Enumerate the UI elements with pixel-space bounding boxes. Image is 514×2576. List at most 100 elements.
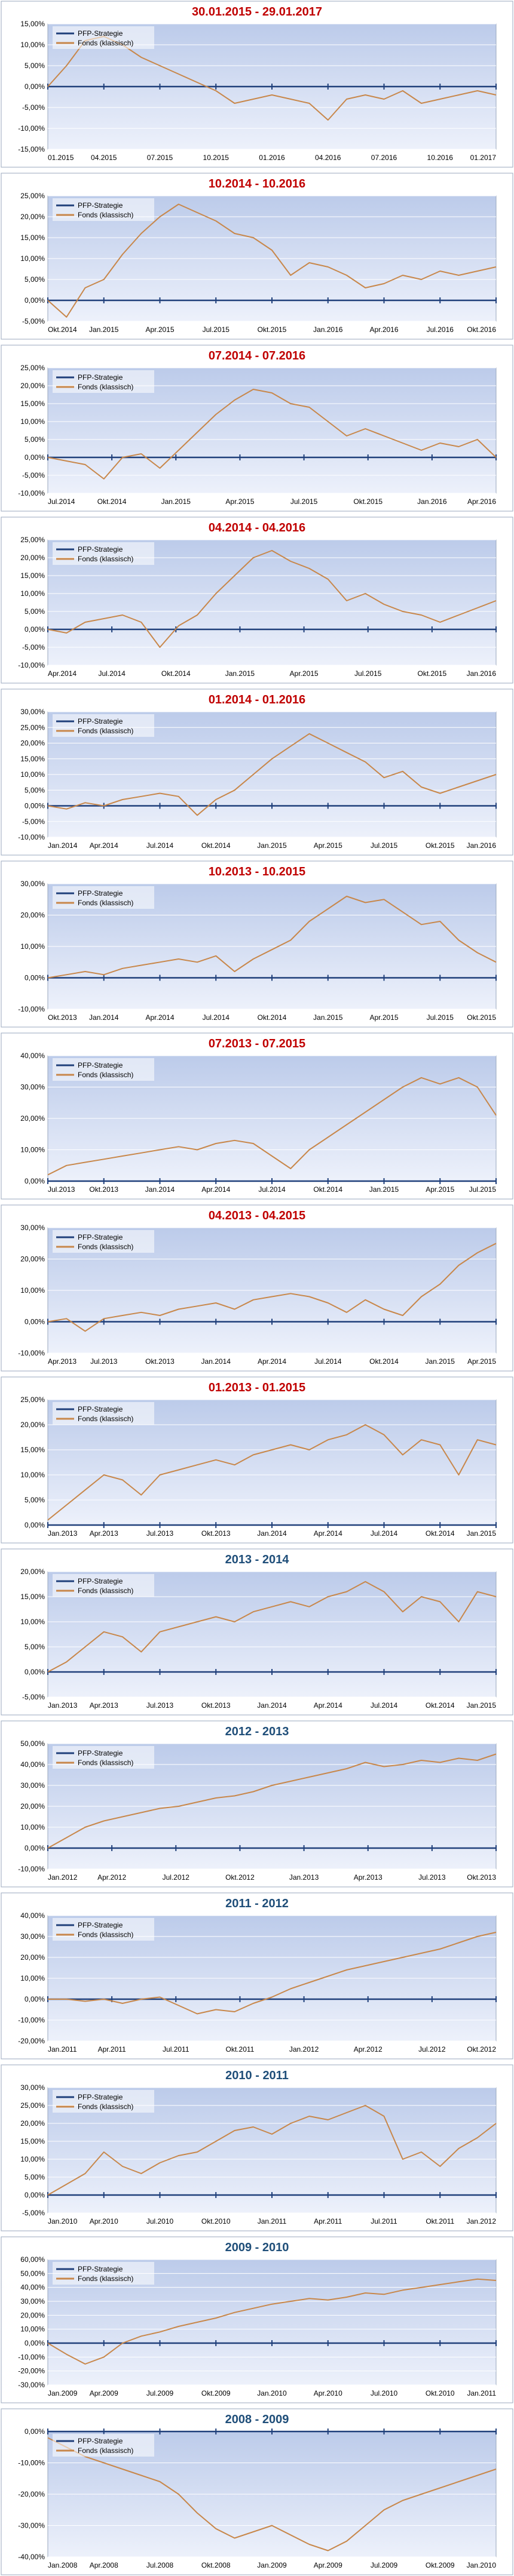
y-tick-label: 5,00% <box>25 1496 45 1504</box>
x-tick-label: Jul.2015 <box>290 497 318 506</box>
x-tick-label: Jan.2015 <box>225 669 255 678</box>
x-tick-label: Apr.2014 <box>48 669 77 678</box>
y-tick-label: 50,00% <box>20 2269 45 2277</box>
legend-box <box>53 2434 154 2457</box>
y-tick-label: 25,00% <box>20 2101 45 2110</box>
x-tick-label: Okt.2012 <box>467 2045 496 2054</box>
y-tick-label: 10,00% <box>20 1823 45 1831</box>
y-tick-label: 0,00% <box>25 2427 45 2436</box>
chart-svg: 07.2014 - 07.2016 25,00% 20,00% 15,00% 10,00… <box>1 345 513 512</box>
chart-panel: 2011 - 2012 40,00% 30,00% 20,00% 10,00% 0,00%… <box>0 1892 514 2060</box>
x-tick-label: Apr.2015 <box>145 325 174 334</box>
x-tick-label: Jan.2011 <box>258 2217 287 2225</box>
y-tick-label: 20,00% <box>20 1802 45 1810</box>
x-tick-label: Okt.2014 <box>258 1013 287 1022</box>
legend-label: Fonds (klassisch) <box>78 1415 133 1423</box>
y-tick-label: -15,00% <box>18 145 45 153</box>
y-tick-label: 15,00% <box>20 755 45 763</box>
y-tick-label: 30,00% <box>20 1932 45 1941</box>
x-tick-label: Apr.2013 <box>90 1529 118 1538</box>
x-tick-label: Jan.2016 <box>467 841 497 850</box>
series-line-fonds <box>47 2278 497 2365</box>
y-tick-label: 5,00% <box>25 435 45 444</box>
chart-title: 07.2013 - 07.2015 <box>209 1037 305 1050</box>
x-tick-label: Jul.2014 <box>146 841 174 850</box>
x-tick-label: Apr.2015 <box>225 497 254 506</box>
chart-svg: 10.2014 - 10.2016 25,00% 20,00% 15,00% 10,00… <box>1 173 513 340</box>
x-tick-label: Okt.2011 <box>426 2217 454 2225</box>
x-tick-label: Apr.2014 <box>145 1013 174 1022</box>
x-tick-label: Apr.2009 <box>90 2389 118 2397</box>
chart-svg: 2010 - 2011 30,00% 25,00% 20,00% 15,00% 10,00… <box>1 2064 513 2231</box>
x-tick-label: Jan.2010 <box>257 2389 287 2397</box>
y-tick-label: -10,00% <box>18 1349 45 1357</box>
chart-svg: 07.2013 - 07.2015 40,00% 30,00% 20,00% 10,00… <box>1 1032 513 1200</box>
chart-svg: 30.01.2015 - 29.01.2017 15,00% 10,00% 5,00%… <box>1 1 513 168</box>
y-tick-label: -10,00% <box>18 489 45 497</box>
x-tick-label: Apr.2015 <box>314 841 342 850</box>
x-tick-label: Apr.2015 <box>467 1357 496 1366</box>
x-tick-label: Okt.2015 <box>467 1013 496 1022</box>
x-tick-label: Apr.2014 <box>90 841 118 850</box>
x-tick-label: Okt.2015 <box>353 497 383 506</box>
y-tick-label: 0,00% <box>25 974 45 982</box>
x-tick-label: Jan.2013 <box>48 1701 78 1710</box>
y-tick-label: 40,00% <box>20 1760 45 1769</box>
y-tick-label: -10,00% <box>18 1865 45 1873</box>
legend-label: PFP-Strategie <box>78 373 123 382</box>
x-tick-label: 04.2015 <box>91 153 117 162</box>
y-tick-label: 0,00% <box>25 1844 45 1852</box>
legend-box <box>53 1918 154 1941</box>
y-tick-label: 30,00% <box>20 880 45 888</box>
x-tick-label: Apr.2013 <box>48 1357 77 1366</box>
x-tick-label: 10.2016 <box>427 153 454 162</box>
x-tick-label: Jan.2015 <box>313 1013 343 1022</box>
legend-label: Fonds (klassisch) <box>78 383 133 391</box>
chart-panel: 07.2014 - 07.2016 25,00% 20,00% 15,00% 10,00… <box>0 344 514 512</box>
x-tick-label: Jan.2008 <box>48 2561 78 2569</box>
x-tick-label: Apr.2010 <box>314 2389 342 2397</box>
series-line-fonds <box>47 204 497 318</box>
x-tick-label: Jan.2014 <box>48 841 78 850</box>
x-tick-label: Jul.2014 <box>98 669 126 678</box>
x-tick-label: Jul.2014 <box>371 1529 398 1538</box>
x-tick-label: Okt.2015 <box>258 325 287 334</box>
y-tick-label: 15,00% <box>20 571 45 580</box>
x-tick-label: Jul.2013 <box>146 1529 174 1538</box>
y-tick-label: 20,00% <box>20 1953 45 1962</box>
legend-label: PFP-Strategie <box>78 29 123 38</box>
y-tick-label: 0,00% <box>25 1995 45 2003</box>
x-tick-label: Jul.2013 <box>418 1873 446 1882</box>
chart-svg: 10.2013 - 10.2015 30,00% 20,00% 10,00% 0,00%… <box>1 860 513 1028</box>
y-tick-label: 20,00% <box>20 1567 45 1576</box>
chart-svg: 2013 - 2014 20,00% 15,00% 10,00% 5,00% 0,00% -… <box>1 1548 513 1716</box>
x-tick-label: Jan.2013 <box>289 1873 319 1882</box>
legend-label: PFP-Strategie <box>78 2437 123 2445</box>
y-tick-label: 0,00% <box>25 802 45 810</box>
legend-label: PFP-Strategie <box>78 2265 123 2273</box>
x-tick-label: Jul.2015 <box>371 841 398 850</box>
y-tick-label: 0,00% <box>25 296 45 305</box>
chart-title: 04.2014 - 04.2016 <box>209 521 305 534</box>
y-tick-label: 10,00% <box>20 770 45 779</box>
chart-panel: 2012 - 2013 50,00% 40,00% 30,00% 20,00% 10,00… <box>0 1720 514 1888</box>
x-tick-label: Apr.2016 <box>467 497 496 506</box>
y-tick-label: 30,00% <box>20 1781 45 1790</box>
chart-svg: 2012 - 2013 50,00% 40,00% 30,00% 20,00% 10,00… <box>1 1720 513 1888</box>
y-tick-label: -30,00% <box>18 2522 45 2530</box>
legend-label: Fonds (klassisch) <box>78 211 133 219</box>
y-tick-label: 10,00% <box>20 1618 45 1626</box>
chart-panel: 01.2013 - 01.2015 25,00% 20,00% 15,00% 10,00… <box>0 1376 514 1544</box>
y-tick-label: 20,00% <box>20 554 45 562</box>
legend-label: PFP-Strategie <box>78 1921 123 1929</box>
y-tick-label: -5,00% <box>22 471 45 479</box>
x-tick-label: Jul.2015 <box>354 669 382 678</box>
y-tick-label: 20,00% <box>20 213 45 221</box>
x-tick-label: 07.2015 <box>147 153 173 162</box>
chart-title: 01.2014 - 01.2016 <box>209 693 305 706</box>
